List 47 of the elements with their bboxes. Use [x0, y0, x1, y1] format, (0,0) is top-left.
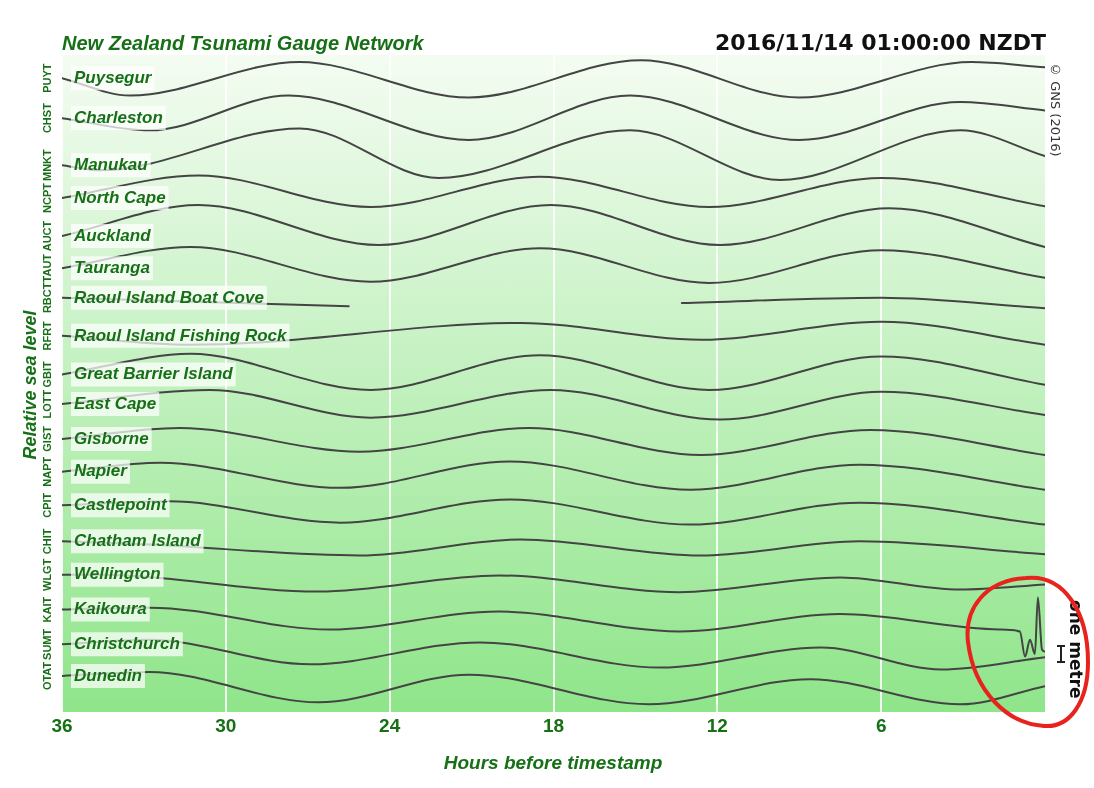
x-tick-label: 6	[875, 714, 887, 736]
series-label: Great Barrier Island	[74, 364, 234, 384]
text: OTAT	[41, 661, 54, 691]
series-label: North Cape	[74, 187, 166, 207]
x-tick-label: 18	[542, 714, 565, 736]
series-label: Wellington	[74, 564, 161, 584]
series-label: Puysegur	[74, 67, 153, 87]
text: AUCT	[41, 220, 54, 252]
text: SUMT	[41, 628, 54, 660]
chart-title: New Zealand Tsunami Gauge Network	[62, 32, 424, 55]
text: GIST	[41, 425, 54, 452]
series-label: Manukau	[74, 154, 149, 174]
text: PUYT	[41, 63, 54, 93]
text: RBCT	[41, 282, 54, 314]
series-label: Charleston	[74, 107, 163, 127]
series-label: Dunedin	[74, 665, 142, 685]
x-tick-label: 12	[706, 714, 728, 736]
series-label: Kaikoura	[74, 599, 147, 619]
x-tick-label: 30	[215, 714, 237, 736]
text: WLGT	[41, 558, 54, 591]
text: NCPT	[41, 182, 54, 213]
chart-subtitle: 2016/11/14 01:00:00 NZDT	[715, 30, 1046, 55]
text: KAIT	[41, 596, 54, 623]
text: LOTT	[41, 389, 54, 419]
series-label: Raoul Island Fishing Rock	[74, 325, 289, 345]
series-label: Chatham Island	[74, 531, 202, 550]
series-label: Tauranga	[74, 257, 150, 277]
x-tick-label: 36	[51, 714, 73, 736]
text: NAPT	[41, 456, 54, 487]
text: CHIT	[41, 528, 54, 555]
text: CPIT	[41, 492, 54, 518]
text: TAUT	[41, 253, 54, 283]
series-label: East Cape	[74, 393, 157, 413]
y-axis-title: Relative sea level	[19, 310, 41, 460]
x-tick-label: 24	[379, 714, 401, 736]
series-label: Auckland	[73, 225, 152, 245]
series-label: Napier	[74, 461, 129, 481]
series-label: Raoul Island Boat Cove	[74, 287, 264, 307]
text: MNKT	[41, 148, 54, 182]
series-label: Christchurch	[74, 634, 180, 654]
x-axis-title: Hours before timestamp	[443, 752, 663, 774]
series-label: Castlepoint	[74, 494, 168, 514]
text: RFRT	[41, 320, 54, 351]
text: GBIT	[41, 361, 54, 388]
text: CHST	[41, 102, 54, 134]
series-label: Gisborne	[74, 428, 149, 448]
text: © GNS (2016)	[1048, 62, 1063, 157]
